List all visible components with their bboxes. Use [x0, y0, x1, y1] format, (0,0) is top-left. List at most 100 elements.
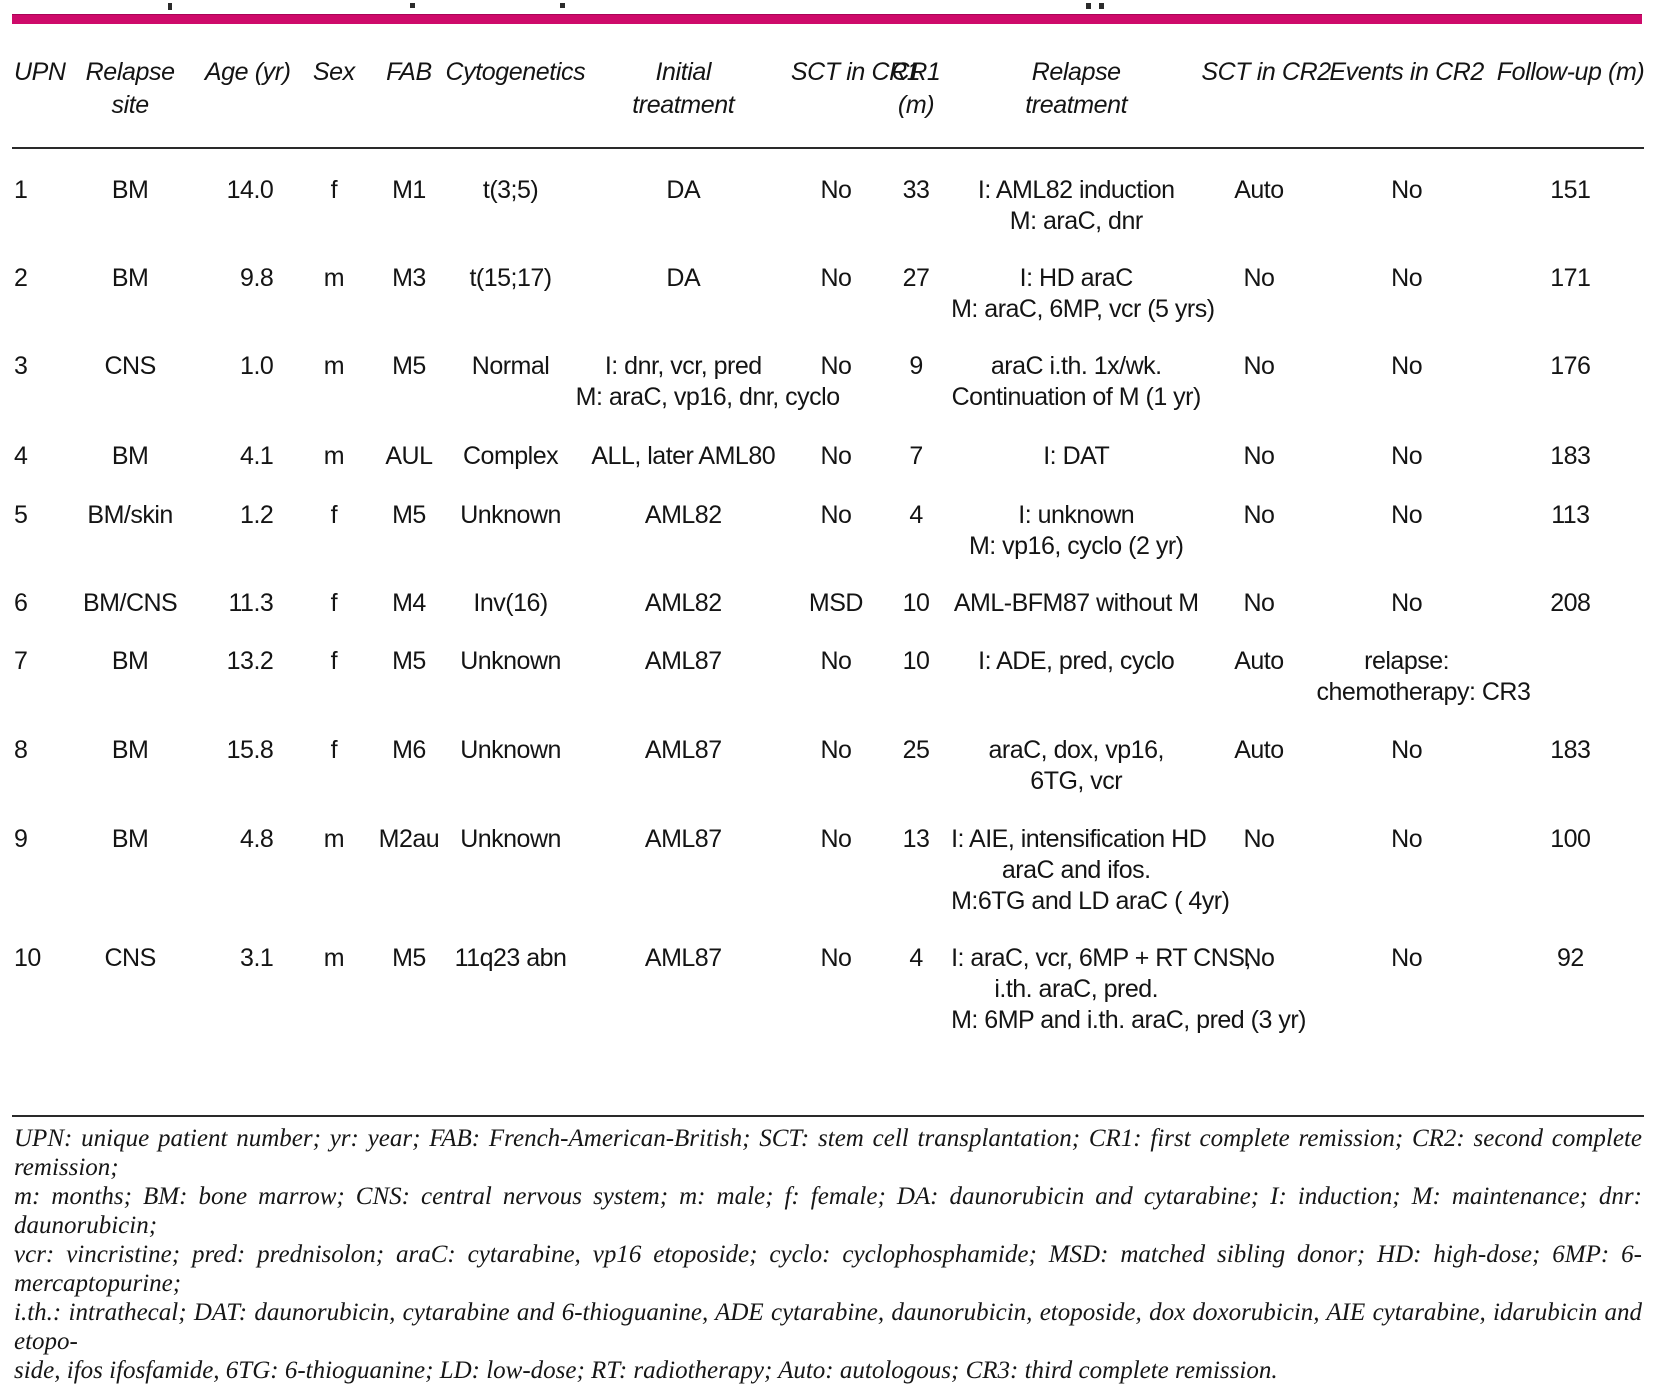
cell-age: 15.8 [200, 709, 295, 798]
cell-line: No [820, 501, 852, 529]
cell-line: CNS [104, 944, 156, 972]
cell-line: 13 [902, 825, 930, 853]
cell-line: M:6TG and LD araC ( 4yr) [951, 887, 1230, 915]
cell-line: BM [111, 176, 149, 204]
cell-followup_m: 171 [1497, 237, 1644, 325]
cell-sct_cr1: No [791, 620, 881, 709]
cell-line: No [1243, 825, 1275, 853]
cell-upn: 5 [12, 474, 60, 562]
cell-relapse_site: BM [60, 148, 200, 237]
cell-line: No [1243, 944, 1275, 972]
cell-age: 1.0 [200, 325, 295, 415]
cell-line: I: DAT [1043, 442, 1110, 470]
cell-line: No [1391, 736, 1423, 764]
cell-line: M: araC, dnr [1009, 207, 1143, 235]
cell-line: AML87 [644, 944, 722, 972]
cell-upn: 10 [12, 917, 61, 1117]
column-header-line: Sex [312, 58, 355, 86]
column-header-upn: UPN [12, 0, 66, 149]
cell-line: I: unknown [1018, 501, 1135, 529]
cell-line: araC i.th. 1x/wk. [990, 352, 1162, 380]
cell-cr1_m: 13 [881, 798, 951, 917]
cell-line: MSD [808, 589, 864, 617]
cell-line: m [323, 944, 345, 972]
cell-line: No [1391, 176, 1423, 204]
column-header-events_cr2: Events in CR2 [1316, 0, 1497, 149]
cell-age: 13.2 [200, 620, 295, 709]
cell-relapse_treatment: I: AML82 induction M: araC, dnr [951, 148, 1201, 237]
table-row: 6 BM/CNS 11.3 f M4 Inv(16) AML82 MSD 10 AML-BFM87… [12, 562, 1644, 620]
cell-line: M: 6MP and i.th. araC, pred (3 yr) [951, 1006, 1306, 1034]
cell-events_cr2: No [1317, 237, 1497, 325]
cell-fab: M5 [372, 620, 445, 709]
cell-events_cr2: No [1317, 798, 1497, 917]
cell-age: 4.8 [200, 798, 295, 917]
cell-sct_cr1: No [791, 148, 881, 237]
cell-events_cr2: No [1317, 562, 1497, 620]
cell-line: M5 [392, 647, 426, 675]
cell-initial_treatment: AML82 [576, 562, 791, 620]
cell-followup_m: 92 [1496, 917, 1644, 1117]
column-header-line: Relapse [85, 58, 175, 86]
cell-cr1_m: 4 [881, 917, 952, 1117]
cell-relapse_treatment: I: AIE, intensification HD araC and ifos.… [951, 798, 1230, 917]
cell-fab: M6 [372, 709, 445, 798]
column-header-line: FAB [386, 58, 432, 86]
cell-line: Continuation of M (1 yr) [951, 383, 1202, 411]
cell-line: f [330, 176, 338, 204]
cell-sct_cr2: No [1201, 917, 1317, 1117]
cell-line: I: dnr, vcr, pred [604, 352, 762, 380]
cell-line: No [820, 442, 852, 470]
cell-line: DA [666, 264, 701, 292]
cell-line: Inv(16) [473, 589, 548, 617]
cell-cytogenetics: t(15;17) [445, 237, 575, 325]
cell-line: Complex [462, 442, 559, 470]
cell-line: BM/skin [87, 501, 173, 529]
cell-line: 13.2 [226, 647, 274, 675]
cell-sct_cr2: Auto [1201, 709, 1316, 798]
column-header-line: treatment [1025, 91, 1128, 119]
cell-sct_cr1: MSD [791, 562, 881, 620]
cell-line: f [330, 501, 338, 529]
cell-line: No [1391, 501, 1423, 529]
caption-fragment [560, 3, 565, 8]
cell-age: 4.1 [200, 415, 295, 474]
column-header-initial_treatment: Initial treatment [575, 0, 791, 149]
cell-line: No [820, 825, 852, 853]
cell-sex: f [295, 620, 372, 709]
cell-line: BM [111, 442, 149, 470]
cell-upn: 7 [12, 620, 60, 709]
cell-line: DA [666, 176, 701, 204]
cell-relapse_site: BM [60, 620, 200, 709]
cell-sct_cr2: No [1201, 562, 1316, 620]
cell-line: relapse: [1364, 647, 1450, 675]
cell-fab: M3 [372, 237, 445, 325]
cell-cytogenetics: t(3;5) [445, 148, 575, 237]
cell-line: M3 [392, 264, 426, 292]
cell-sex: f [295, 474, 372, 562]
cell-cr1_m: 33 [881, 148, 951, 237]
cell-line: I: ADE, pred, cyclo [978, 647, 1175, 675]
cell-line: 10 [14, 944, 41, 972]
cell-relapse_treatment: I: HD araC M: araC, 6MP, vcr (5 yrs) [951, 237, 1215, 325]
cell-initial_treatment: AML87 [576, 620, 791, 709]
column-header-line: Relapse [1031, 58, 1121, 86]
cell-line: 4.8 [240, 825, 274, 853]
cell-sct_cr2: No [1201, 415, 1316, 474]
cell-line: 9 [14, 825, 28, 853]
cell-relapse_treatment: AML-BFM87 without M [951, 562, 1201, 620]
column-header-line: (m) [897, 91, 935, 119]
cell-sct_cr2: No [1201, 798, 1316, 917]
cell-age: 14.0 [200, 148, 295, 237]
footnote-line: side, ifos ifosfamide, 6TG: 6-thioguanin… [14, 1357, 1278, 1384]
cell-line: Unknown [460, 736, 561, 764]
cell-line: 3.1 [240, 944, 274, 972]
cell-sct_cr2: Auto [1201, 148, 1316, 237]
cell-sex: m [295, 798, 372, 917]
column-header-cr1_m: CR1 (m) [881, 0, 952, 149]
cell-relapse_site: BM [60, 709, 200, 798]
footnote-line: i.th.: intrathecal; DAT: daunorubicin, c… [14, 1299, 1642, 1355]
cell-sct_cr2: No [1201, 325, 1316, 415]
cell-line: 1 [14, 176, 28, 204]
cell-initial_treatment: AML82 [576, 474, 791, 562]
